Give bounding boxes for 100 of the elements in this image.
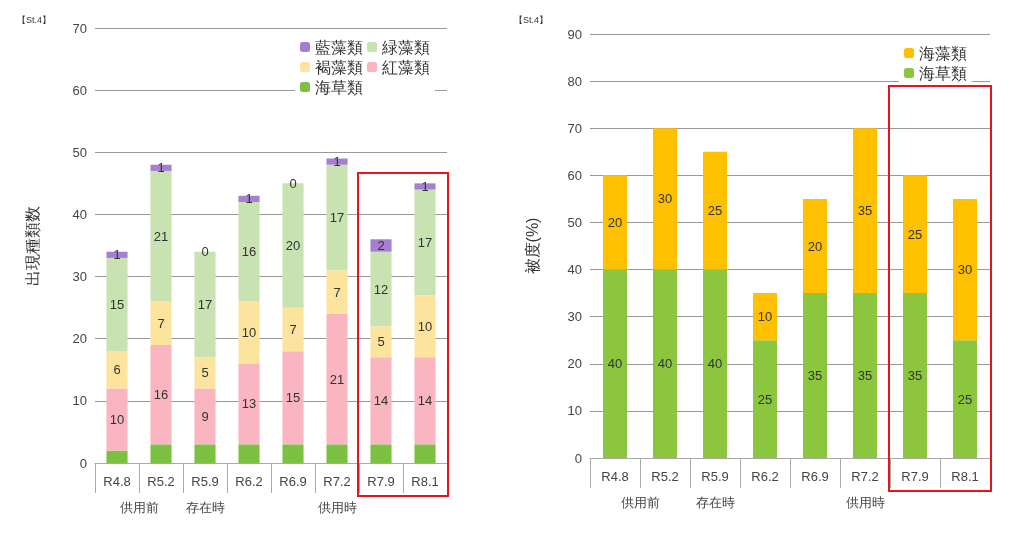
bar <box>414 295 436 358</box>
y-tick-label: 0 <box>574 450 582 466</box>
legend-label: 海草類 <box>919 64 967 82</box>
data-label: 17 <box>197 297 213 313</box>
x-tick-label: R5.9 <box>701 469 729 484</box>
bar <box>194 357 216 389</box>
x-tick-label: R7.2 <box>323 474 351 489</box>
y-tick-label: 40 <box>72 206 87 222</box>
bar <box>703 151 727 270</box>
bar <box>326 444 348 463</box>
bar <box>238 363 260 445</box>
bar <box>194 388 216 445</box>
x-tick-label: R5.9 <box>191 474 219 489</box>
data-label: 7 <box>157 315 165 331</box>
data-label: 21 <box>329 371 345 387</box>
bar <box>414 357 436 445</box>
bar <box>282 351 304 445</box>
bar <box>150 301 172 345</box>
data-label: 10 <box>757 309 773 325</box>
x-tick-label: R7.9 <box>901 469 929 484</box>
y-tick-label: 30 <box>567 309 582 325</box>
bar <box>653 128 677 270</box>
bar <box>370 239 392 252</box>
text: 存在時 <box>695 495 735 510</box>
bar <box>370 357 392 445</box>
bar <box>238 444 260 463</box>
text: 存在時 <box>185 500 225 515</box>
y-tick-label: 20 <box>72 331 87 347</box>
chart-title: 【St.4】 <box>514 14 549 25</box>
bar <box>150 344 172 445</box>
y-tick-label: 80 <box>567 73 582 89</box>
data-label: 0 <box>201 244 209 260</box>
bar <box>414 444 436 463</box>
y-axis-title: 被度(%) <box>523 217 541 275</box>
y-tick-label: 50 <box>567 214 582 230</box>
data-label: 35 <box>857 203 873 219</box>
data-label: 20 <box>285 238 301 253</box>
data-label: 25 <box>907 226 923 242</box>
legend-label: 海藻類 <box>919 44 967 62</box>
bar <box>194 444 216 463</box>
bar <box>370 444 392 463</box>
data-label: 17 <box>417 234 433 250</box>
bar <box>326 313 348 445</box>
data-label: 30 <box>957 262 973 278</box>
bar <box>653 269 677 458</box>
data-label: 35 <box>857 368 873 384</box>
data-label: 25 <box>957 391 973 407</box>
data-label: 10 <box>109 412 125 427</box>
data-label: 15 <box>109 297 125 313</box>
data-label: 25 <box>707 203 723 219</box>
bar <box>953 198 977 341</box>
bar <box>903 293 927 458</box>
bar <box>106 351 128 389</box>
x-tick-label: R5.2 <box>651 469 679 484</box>
data-label: 16 <box>241 244 257 260</box>
x-tick-label: R8.1 <box>411 474 439 489</box>
y-tick-label: 60 <box>567 167 582 183</box>
x-tick-label: R4.8 <box>103 474 131 489</box>
bar <box>853 293 877 458</box>
bar <box>238 301 260 364</box>
data-label: 40 <box>607 356 623 372</box>
y-tick-label: 40 <box>567 262 582 278</box>
data-label: 2 <box>377 238 385 253</box>
bar <box>150 444 172 463</box>
text: 供用前 <box>620 495 660 510</box>
data-label: 16 <box>153 387 169 403</box>
data-label: 14 <box>417 393 433 409</box>
data-label: 1 <box>421 178 429 194</box>
bar <box>282 444 304 463</box>
data-label: 40 <box>707 356 723 372</box>
y-axis-title: 出現種類数 <box>23 205 41 286</box>
y-tick-label: 70 <box>567 120 582 136</box>
bar <box>603 175 627 270</box>
data-label: 5 <box>201 365 209 381</box>
data-label: 13 <box>241 396 257 412</box>
legend-label: 紅藻類 <box>382 58 430 76</box>
y-tick-label: 30 <box>72 269 87 285</box>
x-tick-label: R4.8 <box>601 469 629 484</box>
x-tick-label: R6.2 <box>751 469 779 484</box>
data-label: 20 <box>807 238 823 254</box>
bar <box>853 128 877 294</box>
x-tick-label: R7.2 <box>851 469 879 484</box>
data-label: 10 <box>417 318 433 334</box>
data-label: 30 <box>657 191 673 207</box>
data-label: 10 <box>241 325 257 340</box>
text: 供用時 <box>317 500 357 515</box>
data-label: 25 <box>757 391 773 407</box>
data-label: 5 <box>377 334 385 350</box>
data-label: 40 <box>657 356 673 372</box>
x-tick-label: R5.2 <box>147 474 175 489</box>
y-tick-label: 10 <box>72 393 87 409</box>
data-label: 14 <box>373 393 389 409</box>
data-label: 9 <box>201 408 209 424</box>
bar <box>106 388 128 451</box>
bar <box>326 270 348 314</box>
data-label: 6 <box>113 362 121 378</box>
bar <box>753 293 777 341</box>
bar <box>703 269 727 458</box>
x-tick-label: R6.9 <box>279 474 307 489</box>
y-tick-label: 10 <box>567 403 582 419</box>
